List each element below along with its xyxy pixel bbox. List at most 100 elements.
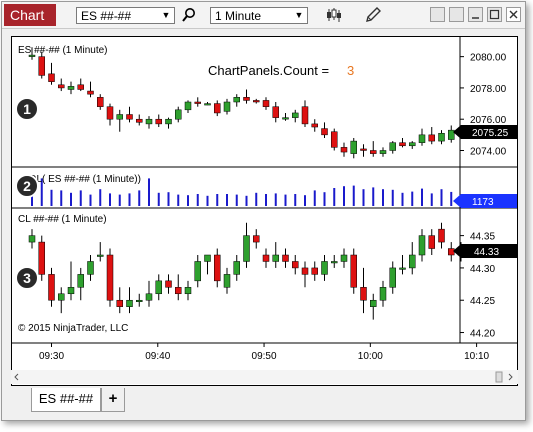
volume-bar — [226, 194, 228, 206]
volume-bar — [118, 194, 121, 206]
window-pin-button[interactable] — [449, 7, 464, 22]
candle — [145, 280, 153, 307]
candle — [301, 261, 309, 288]
volume-bar — [177, 194, 180, 206]
chevron-down-icon: ▼ — [294, 10, 304, 20]
minimize-button[interactable] — [468, 7, 483, 22]
candle — [233, 94, 240, 107]
candle-body — [223, 274, 231, 288]
candle-body — [253, 100, 260, 103]
volume-last-value: 1173 — [472, 197, 494, 208]
candle-body — [370, 150, 377, 154]
candle-body — [28, 235, 36, 243]
candle-body — [214, 254, 221, 282]
volume-bar — [245, 195, 248, 206]
candle — [126, 106, 133, 123]
volume-bars — [31, 177, 453, 206]
candlestick-style-icon[interactable] — [325, 6, 343, 24]
chart-area[interactable]: 2080.00 2078.00 2076.00 2074.00 44.35 44.30 4… — [11, 36, 518, 386]
candle — [48, 267, 55, 307]
candle-body — [243, 97, 250, 101]
chartpanels-count-value: 3 — [347, 63, 354, 78]
volume-bar — [411, 191, 414, 206]
search-icon[interactable] — [180, 6, 198, 24]
candle — [136, 293, 143, 307]
candle — [38, 235, 45, 281]
candle-body — [311, 123, 318, 128]
candle — [428, 229, 435, 255]
scroll-right-icon[interactable] — [508, 373, 513, 381]
volume-bar — [333, 188, 336, 206]
candle-body — [399, 267, 406, 270]
candle-body — [48, 73, 55, 82]
close-button[interactable] — [506, 7, 521, 22]
candle — [292, 255, 299, 275]
candle-body — [184, 101, 192, 111]
candle — [145, 116, 153, 129]
panel-3-label: CL ##-## (1 Minute) — [18, 214, 107, 225]
candle-body — [340, 254, 348, 262]
candle-body — [77, 84, 84, 90]
panel-number-3: 3 — [23, 270, 31, 286]
pencil-icon[interactable] — [364, 6, 382, 24]
add-tab-button[interactable]: + — [101, 388, 125, 412]
candle — [106, 248, 114, 307]
candle — [214, 100, 221, 117]
candle-body — [379, 150, 387, 154]
volume-bar — [187, 195, 189, 206]
volume-bar — [138, 190, 141, 206]
window-settings-button[interactable] — [430, 7, 445, 22]
instrument-select-value: ES ##-## — [81, 9, 132, 23]
candle — [399, 137, 406, 148]
volume-bar — [148, 178, 150, 206]
candle-body — [448, 129, 455, 140]
candle-body — [38, 56, 45, 76]
volume-bar — [440, 189, 443, 206]
candle-body — [409, 142, 416, 147]
interval-select-value: 1 Minute — [215, 9, 262, 23]
maximize-button[interactable] — [487, 7, 502, 22]
cl-candles — [28, 222, 465, 320]
candle-body — [204, 103, 211, 106]
candle — [194, 97, 201, 107]
candle-body — [106, 106, 114, 120]
panel-2-label: VOL( ES ##-## (1 Minute)) — [22, 174, 141, 185]
scroll-left-icon[interactable] — [11, 370, 23, 384]
candle — [243, 89, 250, 104]
candle — [38, 51, 45, 79]
candle-body — [292, 112, 299, 118]
time-tick-label: 09:50 — [252, 351, 277, 362]
candle-body — [282, 117, 289, 120]
candle-body — [272, 106, 279, 118]
candle — [67, 261, 75, 301]
candle-body — [331, 261, 338, 264]
candle-body — [126, 299, 133, 307]
window-title[interactable]: Chart — [4, 4, 56, 26]
candle-body — [389, 267, 396, 288]
candle-body — [399, 142, 406, 147]
scroll-thumb[interactable] — [495, 371, 503, 383]
candle — [438, 130, 445, 145]
candle-body — [77, 274, 84, 288]
volume-bar — [430, 193, 433, 206]
volume-bar — [109, 193, 111, 206]
candle-body — [418, 235, 426, 256]
tab-es[interactable]: ES ##-## — [31, 388, 101, 412]
candle-body — [438, 133, 445, 142]
interval-select[interactable]: 1 Minute ▼ — [210, 7, 308, 24]
instrument-select[interactable]: ES ##-## ▼ — [76, 7, 175, 24]
time-axis-ticks: 09:30 09:40 09:50 10:00 10:10 — [39, 343, 490, 362]
candle — [106, 103, 114, 126]
horizontal-scrollbar[interactable] — [11, 370, 518, 384]
candle — [379, 280, 387, 307]
price-tick-label: 44.25 — [470, 296, 495, 307]
candle-body — [409, 254, 416, 269]
volume-bar — [79, 190, 82, 206]
time-tick-label: 10:10 — [464, 351, 489, 362]
candle — [204, 254, 211, 275]
price-tick-label: 2078.00 — [470, 84, 507, 95]
candle-body — [48, 274, 55, 301]
candle — [282, 248, 289, 268]
volume-bar — [323, 192, 326, 206]
